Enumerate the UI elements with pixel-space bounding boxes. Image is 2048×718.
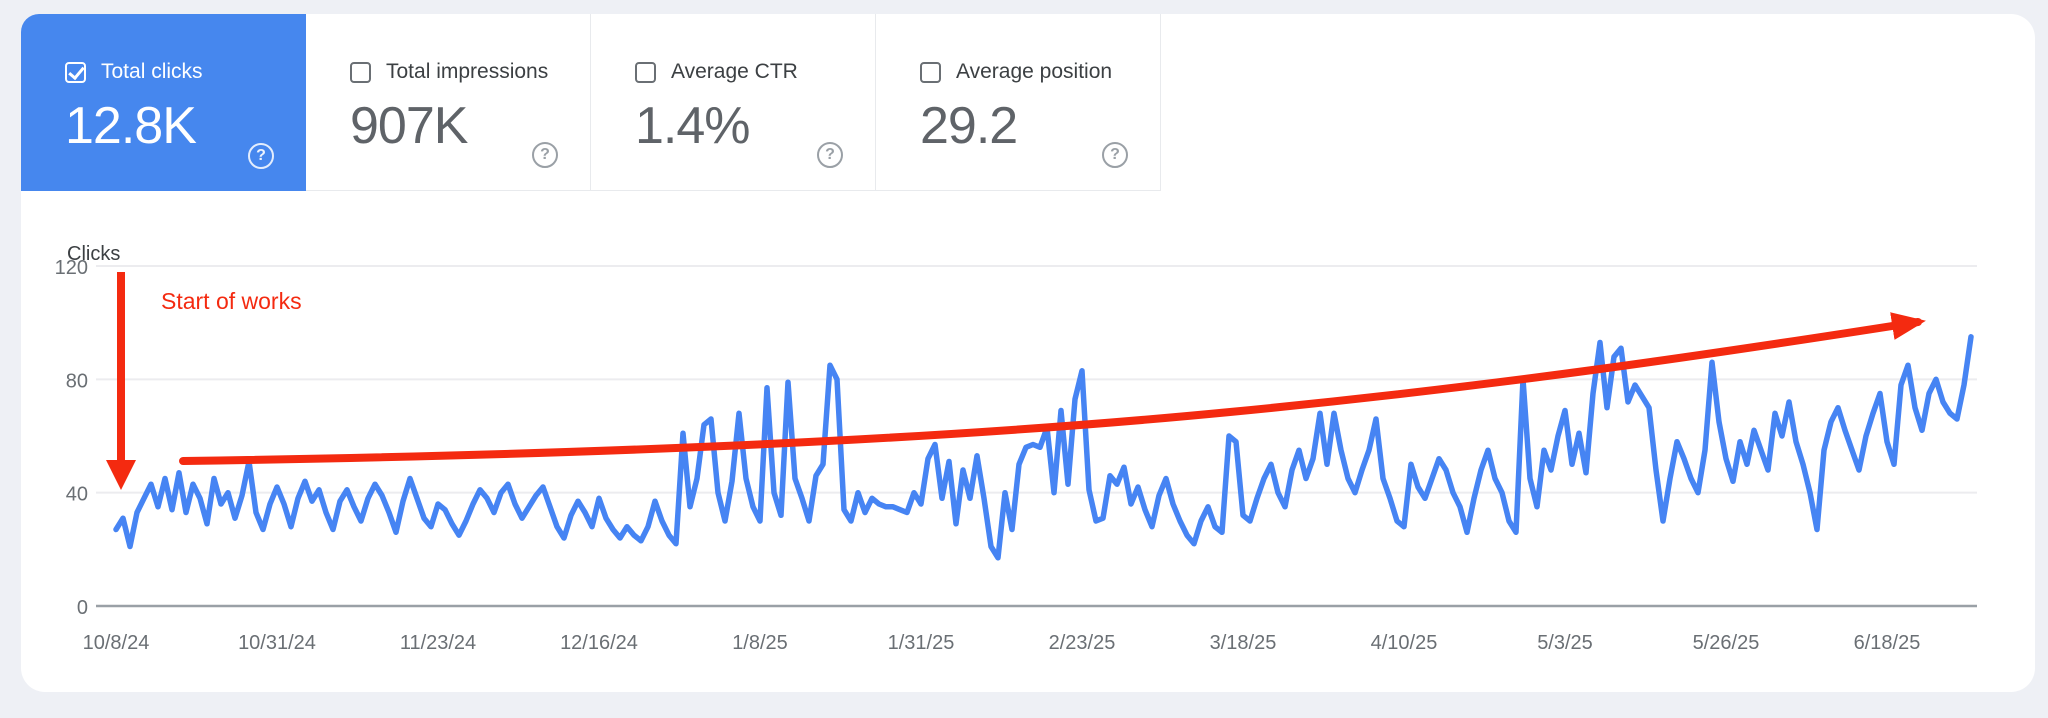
total-impressions-help-icon[interactable]: ?	[532, 142, 558, 168]
total-clicks-value: 12.8K	[65, 97, 197, 155]
y-axis-title: Clicks	[67, 243, 121, 265]
x-tick-label: 10/8/24	[83, 632, 150, 654]
card-average-ctr[interactable]: Average CTR 1.4% ?	[591, 14, 876, 191]
start-arrow-head-icon	[106, 460, 136, 490]
total-impressions-checkbox[interactable]	[350, 61, 371, 83]
x-tick-label: 1/31/25	[888, 632, 955, 654]
y-tick-label: 0	[77, 597, 88, 619]
average-position-help-icon[interactable]: ?	[1102, 142, 1128, 168]
card-average-position[interactable]: Average position 29.2 ?	[876, 14, 1161, 191]
x-tick-label: 12/16/24	[560, 632, 638, 654]
total-clicks-help-icon[interactable]: ?	[248, 143, 274, 169]
x-tick-label: 6/18/25	[1854, 632, 1921, 654]
x-tick-label: 4/10/25	[1371, 632, 1438, 654]
x-tick-label: 1/8/25	[732, 632, 788, 654]
average-ctr-help-icon[interactable]: ?	[817, 142, 843, 168]
trend-arrow	[179, 312, 1926, 465]
start-of-works-annotation: Start of works	[161, 288, 302, 314]
total-impressions-value: 907K	[350, 97, 468, 155]
average-position-checkbox[interactable]	[920, 61, 941, 83]
x-tick-label: 10/31/24	[238, 632, 316, 654]
x-tick-label: 5/26/25	[1693, 632, 1760, 654]
average-ctr-label: Average CTR	[671, 60, 798, 83]
card-total-clicks[interactable]: Total clicks 12.8K ?	[21, 14, 306, 191]
average-ctr-checkbox[interactable]	[635, 61, 656, 83]
x-tick-label: 5/3/25	[1537, 632, 1593, 654]
metric-cards-row: Total clicks 12.8K ? Total impressions 9…	[21, 14, 1161, 191]
x-tick-label: 2/23/25	[1049, 632, 1116, 654]
card-total-impressions[interactable]: Total impressions 907K ?	[306, 14, 591, 191]
average-ctr-value: 1.4%	[635, 97, 751, 155]
x-tick-label: 3/18/25	[1210, 632, 1277, 654]
x-tick-label: 11/23/24	[400, 632, 476, 654]
total-clicks-checkbox[interactable]	[65, 61, 86, 83]
y-tick-label: 120	[55, 257, 88, 279]
average-position-label: Average position	[956, 60, 1113, 83]
average-position-value: 29.2	[920, 97, 1018, 155]
y-tick-label: 80	[66, 370, 88, 392]
total-impressions-label: Total impressions	[386, 60, 549, 83]
total-clicks-label: Total clicks	[101, 60, 203, 83]
clicks-series-line	[113, 334, 1974, 561]
y-tick-label: 40	[66, 484, 88, 506]
